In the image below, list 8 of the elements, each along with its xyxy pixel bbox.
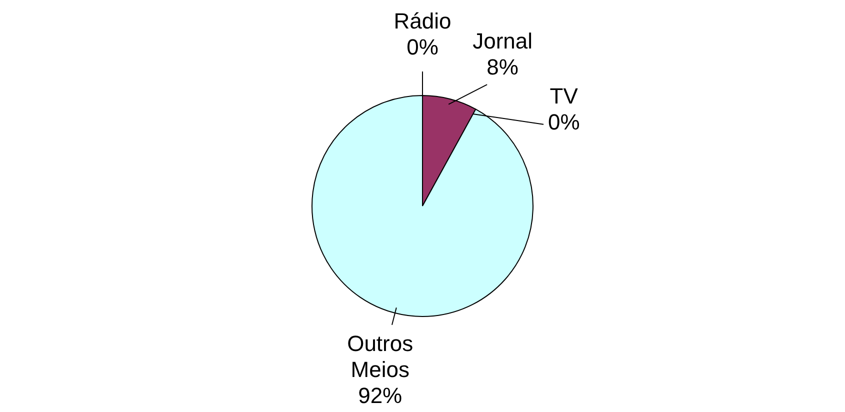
category-label: Rádio (394, 8, 452, 34)
category-label: TV (550, 84, 578, 109)
slice-label: Jornal (472, 28, 533, 54)
data-label: 8% (486, 54, 518, 80)
data-label: 92% (358, 383, 402, 408)
slice-label: Outros Meios (347, 331, 414, 382)
text: 0% (548, 110, 580, 135)
text: 0% (406, 34, 438, 60)
